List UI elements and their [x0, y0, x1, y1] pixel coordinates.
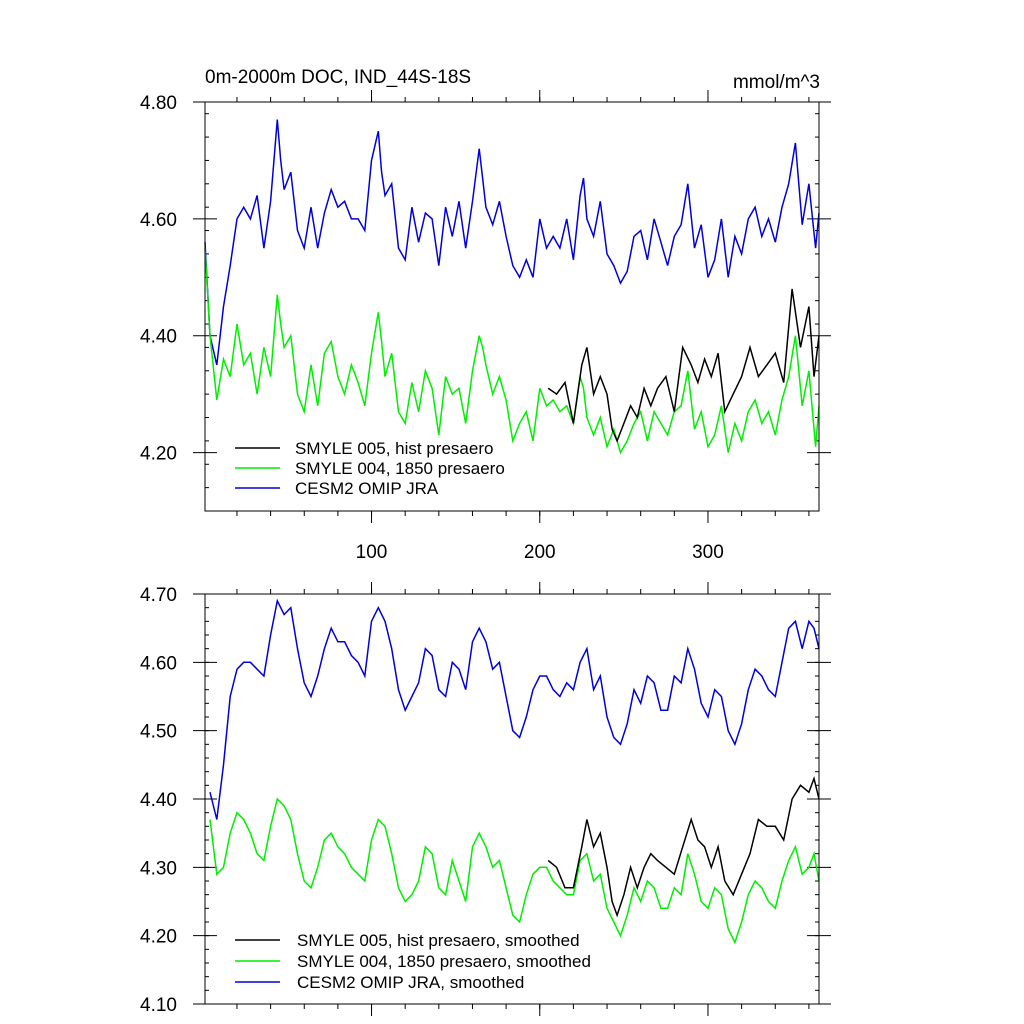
series-line-smyle-005-smoothed [547, 775, 820, 918]
bottom-plot-frame [204, 593, 820, 1005]
y-tick-label: 4.50 [140, 722, 177, 743]
legend-label-smyle-004-smoothed: SMYLE 004, 1850 presaero, smoothed [297, 952, 591, 971]
top-legend: SMYLE 005, hist presaero SMYLE 004, 1850… [235, 439, 505, 498]
top-series-lines [204, 119, 820, 455]
legend-label-smyle-005: SMYLE 005, hist presaero [295, 439, 493, 458]
series-line-smyle-004-smoothed [209, 797, 820, 945]
y-tick-label: 4.20 [140, 444, 177, 465]
bottom-panel: 4.10 4.20 4.30 4.40 4.50 4.60 4.70 SMYLE… [140, 582, 831, 1016]
y-tick-label: 4.80 [140, 93, 177, 114]
y-tick-label: 4.60 [140, 210, 177, 231]
bottom-legend: SMYLE 005, hist presaero, smoothed SMYLE… [235, 931, 591, 992]
x-tick-label: 300 [692, 542, 724, 563]
y-tick-label: 4.70 [140, 585, 177, 606]
series-line-smyle-004 [204, 248, 820, 455]
y-tick-label: 4.40 [140, 327, 177, 348]
legend-label-cesm2: CESM2 OMIP JRA [295, 479, 439, 498]
y-tick-label: 4.60 [140, 653, 177, 674]
top-panel: 0m-2000m DOC, IND_44S-18S mmol/m^3 4.20 … [140, 67, 831, 563]
y-tick-label: 4.30 [140, 858, 177, 879]
top-plot-frame [204, 101, 820, 512]
x-tick-label: 200 [524, 542, 556, 563]
bottom-y-tick-labels: 4.10 4.20 4.30 4.40 4.50 4.60 4.70 [140, 585, 177, 1016]
y-tick-label: 4.40 [140, 790, 177, 811]
series-line-cesm2-omip-jra-smoothed [209, 598, 820, 820]
x-tick-label: 100 [356, 542, 388, 563]
bottom-series-lines [209, 598, 820, 945]
units-label: mmol/m^3 [733, 72, 820, 93]
series-line-cesm2-omip-jra [204, 119, 820, 366]
legend-label-cesm2-smoothed: CESM2 OMIP JRA, smoothed [297, 973, 524, 992]
legend-label-smyle-004: SMYLE 004, 1850 presaero [295, 459, 505, 478]
chart-title: 0m-2000m DOC, IND_44S-18S [205, 67, 471, 88]
y-tick-label: 4.20 [140, 927, 177, 948]
y-tick-label: 4.10 [140, 995, 177, 1016]
series-line-smyle-005 [547, 288, 820, 443]
legend-label-smyle-005-smoothed: SMYLE 005, hist presaero, smoothed [297, 931, 580, 950]
top-x-tick-labels: 100 200 300 [356, 542, 724, 563]
top-y-tick-labels: 4.20 4.40 4.60 4.80 [140, 93, 177, 465]
